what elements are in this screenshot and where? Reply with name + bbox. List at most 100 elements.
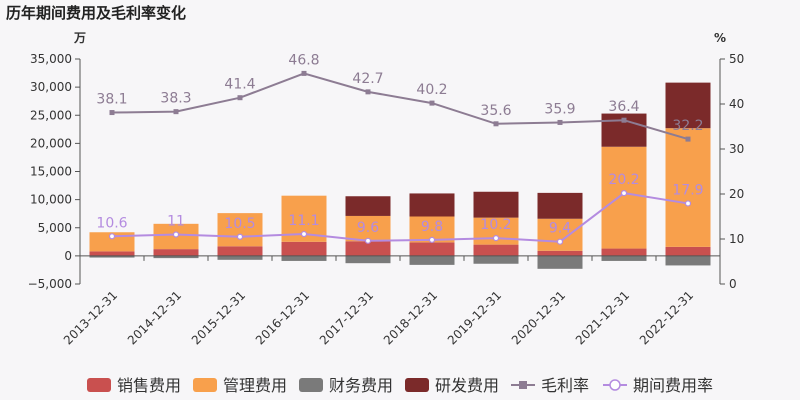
marker-毛利率: [237, 95, 243, 101]
x-tick-label: 2015-12-31: [189, 288, 248, 347]
right-axis-unit: %: [714, 31, 726, 45]
data-label-期间费用率: 11: [167, 214, 185, 230]
data-label-毛利率: 35.9: [544, 101, 575, 117]
x-tick-label: 2019-12-31: [445, 288, 504, 347]
data-label-毛利率: 40.2: [416, 82, 447, 98]
bar-财务费用: [409, 255, 455, 265]
x-tick-label: 2016-12-31: [253, 288, 312, 347]
data-label-期间费用率: 10.6: [96, 215, 127, 231]
left-axis-unit: 万: [73, 31, 86, 45]
x-tick-label: 2022-12-31: [637, 288, 696, 347]
marker-毛利率: [493, 121, 499, 127]
line-毛利率: [111, 72, 689, 141]
x-tick-label: 2021-12-31: [573, 288, 632, 347]
legend-label-期间费用率: 期间费用率: [633, 376, 713, 395]
x-tick-label: 2013-12-31: [61, 288, 120, 347]
bar-管理费用: [537, 218, 583, 251]
data-label-毛利率: 46.8: [288, 52, 319, 68]
bar-研发费用: [345, 196, 391, 216]
marker-期间费用率: [364, 237, 372, 244]
bar-财务费用: [537, 255, 583, 269]
right-tick-label: 10: [729, 232, 744, 246]
marker-毛利率: [621, 117, 627, 123]
marker-毛利率: [557, 119, 563, 125]
bar-财务费用: [89, 255, 135, 258]
bar-管理费用: [601, 146, 647, 249]
bar-管理费用: [217, 213, 263, 247]
data-label-毛利率: 35.6: [480, 103, 511, 119]
left-tick-label: 25,000: [30, 108, 72, 122]
legend-marker-毛利率: [519, 381, 527, 389]
left-tick-label: −5,000: [28, 277, 72, 291]
data-label-毛利率: 32.2: [672, 118, 703, 134]
legend-label-销售费用: 销售费用: [117, 376, 181, 395]
bar-管理费用: [665, 128, 711, 247]
legend-label-研发费用: 研发费用: [435, 376, 499, 395]
legend-label-财务费用: 财务费用: [329, 376, 393, 395]
left-tick-label: 10,000: [30, 193, 72, 207]
legend-swatch-财务费用: [299, 378, 323, 392]
x-tick-label: 2020-12-31: [509, 288, 568, 347]
right-tick-label: 20: [729, 187, 744, 201]
data-label-期间费用率: 20.2: [608, 172, 639, 188]
data-label-期间费用率: 11.1: [288, 213, 319, 229]
marker-期间费用率: [492, 235, 500, 242]
bar-研发费用: [537, 192, 583, 219]
x-tick-label: 2017-12-31: [317, 288, 376, 347]
legend-label-毛利率: 毛利率: [541, 376, 589, 395]
marker-期间费用率: [172, 231, 180, 238]
bar-财务费用: [345, 255, 391, 264]
bar-研发费用: [473, 191, 519, 218]
legend-label-管理费用: 管理费用: [223, 376, 287, 395]
legend-swatch-管理费用: [193, 378, 217, 392]
bar-销售费用: [217, 246, 263, 256]
data-label-期间费用率: 9.8: [421, 219, 443, 235]
data-label-期间费用率: 9.4: [549, 221, 571, 237]
data-label-毛利率: 38.1: [96, 92, 127, 108]
data-label-毛利率: 38.3: [160, 91, 191, 107]
data-label-毛利率: 41.4: [224, 77, 255, 93]
line-期间费用率: [111, 192, 689, 243]
marker-期间费用率: [620, 190, 628, 197]
bar-研发费用: [409, 193, 455, 217]
bar-财务费用: [665, 255, 711, 266]
bar-研发费用: [665, 82, 711, 129]
legend-swatch-研发费用: [405, 378, 429, 392]
left-tick-label: 20,000: [30, 136, 72, 150]
bar-销售费用: [601, 248, 647, 256]
bar-销售费用: [409, 242, 455, 256]
bar-管理费用: [345, 215, 391, 242]
left-tick-label: 5,000: [38, 221, 72, 235]
bar-财务费用: [601, 255, 647, 261]
left-tick-label: 0: [64, 249, 72, 263]
marker-期间费用率: [236, 233, 244, 240]
bar-销售费用: [345, 241, 391, 256]
data-label-毛利率: 42.7: [352, 71, 383, 87]
marker-期间费用率: [108, 233, 116, 240]
marker-毛利率: [685, 136, 691, 142]
bar-财务费用: [217, 255, 263, 260]
marker-期间费用率: [300, 230, 308, 238]
left-tick-label: 35,000: [30, 52, 72, 66]
bar-销售费用: [537, 250, 583, 256]
bar-销售费用: [665, 246, 711, 256]
bar-财务费用: [153, 255, 199, 259]
legend-marker-期间费用率: [609, 379, 621, 391]
bar-管理费用: [89, 232, 135, 252]
data-label-毛利率: 36.4: [608, 99, 639, 115]
x-tick-label: 2014-12-31: [125, 288, 184, 347]
bar-销售费用: [281, 241, 327, 256]
marker-毛利率: [301, 70, 307, 76]
marker-毛利率: [173, 109, 179, 115]
bar-财务费用: [473, 255, 519, 264]
left-tick-label: 15,000: [30, 165, 72, 179]
right-tick-label: 30: [729, 142, 744, 156]
marker-期间费用率: [684, 200, 692, 207]
data-label-期间费用率: 10.2: [480, 217, 511, 233]
data-label-期间费用率: 10.5: [224, 216, 255, 232]
marker-期间费用率: [428, 236, 436, 243]
marker-期间费用率: [556, 238, 564, 245]
bar-销售费用: [89, 251, 135, 256]
right-tick-label: 0: [729, 277, 737, 291]
